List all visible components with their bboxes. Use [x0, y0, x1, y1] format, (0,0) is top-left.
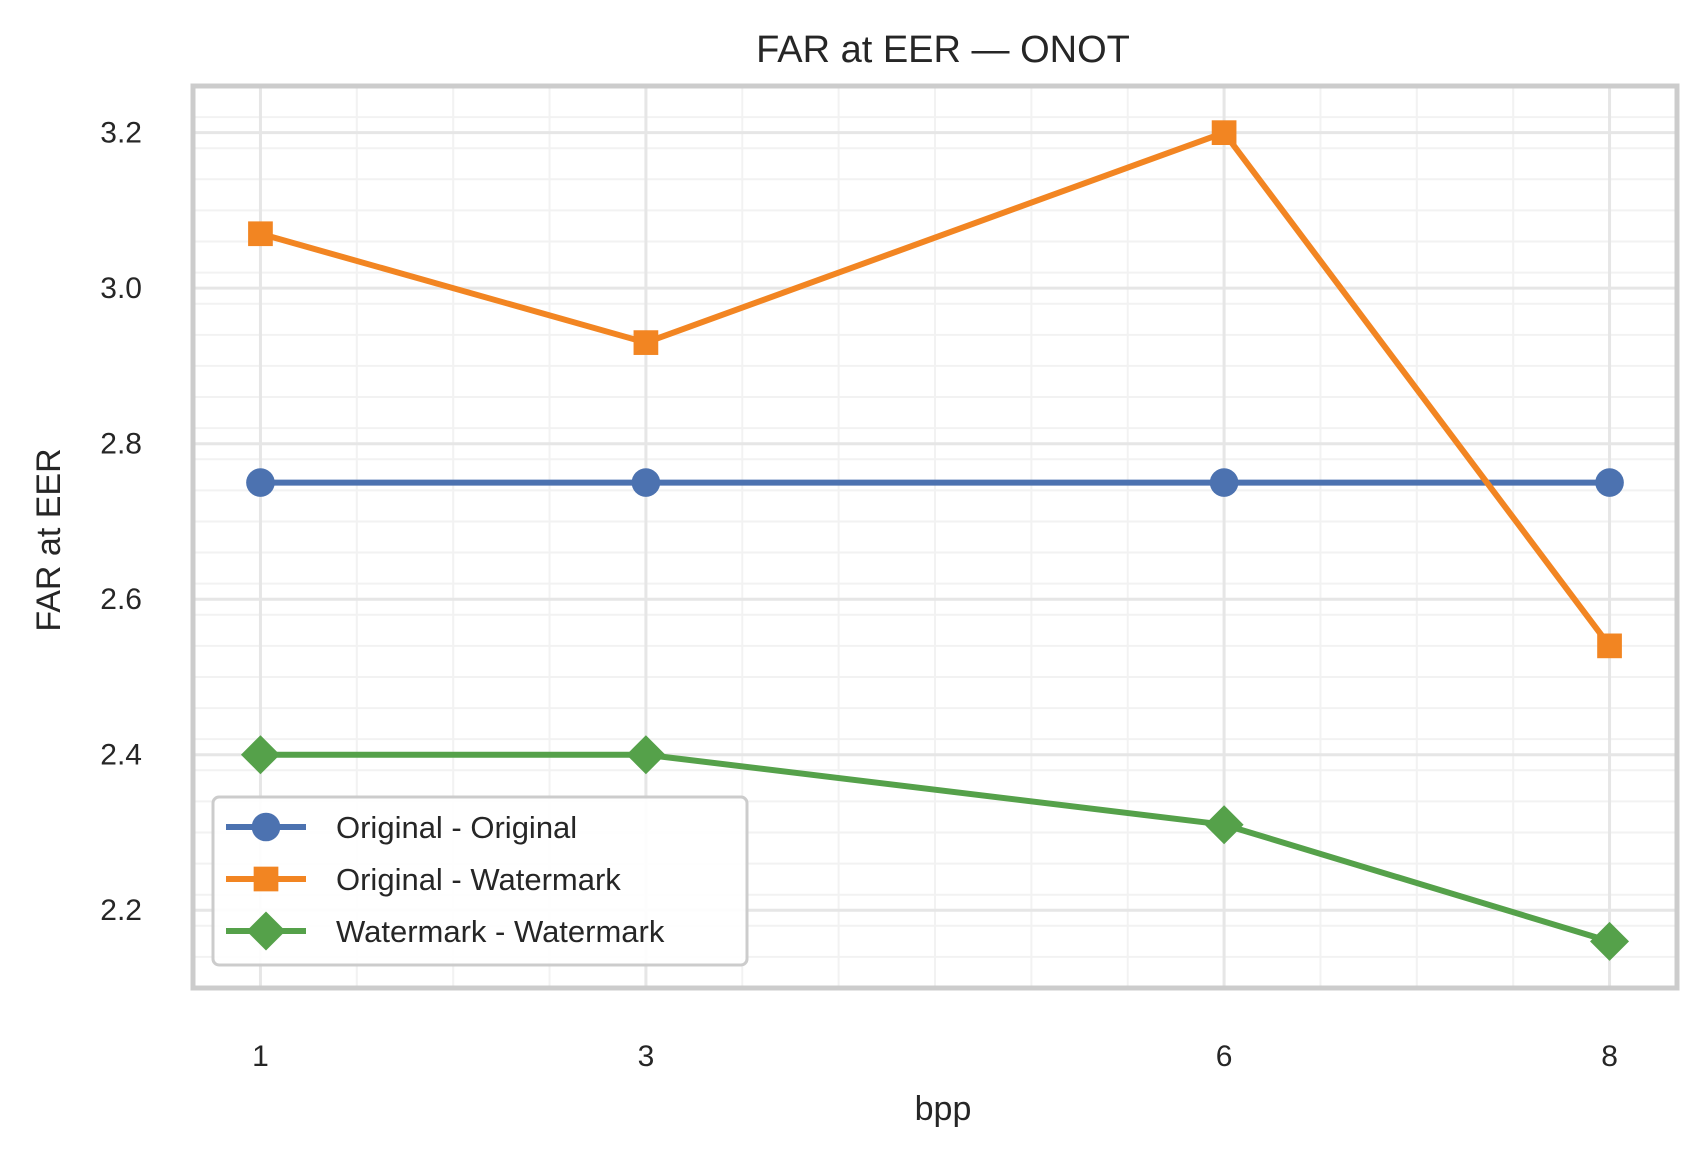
y-tick-labels: 2.2 2.4 2.6 2.8 3.0 3.2: [100, 117, 142, 928]
legend-marker: [253, 866, 279, 892]
legend-entry: Watermark - Watermark: [226, 911, 665, 951]
y-tick-label: 3.0: [100, 272, 142, 305]
y-axis-label: FAR at EER: [30, 448, 68, 631]
y-tick-label: 3.2: [100, 117, 142, 150]
data-point: [626, 735, 666, 775]
y-tick-label: 2.6: [100, 583, 142, 616]
data-point: [246, 468, 275, 497]
data-point: [240, 735, 280, 775]
legend: Original - Original Original - Watermark W…: [211, 795, 749, 967]
series-layer: [240, 120, 1630, 961]
data-point: [633, 330, 659, 355]
series-2: [248, 120, 1622, 659]
data-point: [1209, 468, 1239, 497]
series-3: [240, 735, 1630, 961]
y-tick-label: 2.8: [100, 428, 142, 461]
data-point: [1590, 921, 1630, 961]
data-point: [1211, 120, 1237, 146]
x-axis-label: bpp: [915, 1090, 972, 1128]
x-tick-label: 1: [252, 1040, 269, 1073]
legend-box: [211, 795, 749, 967]
y-tick-label: 2.2: [100, 894, 142, 927]
x-tick-labels: 1 3 6 8: [252, 1040, 1618, 1073]
x-tick-label: 8: [1601, 1040, 1618, 1073]
data-point: [1597, 633, 1622, 659]
series-1: [246, 468, 1624, 497]
legend-label: Original - Original: [336, 810, 577, 845]
plot-frame: [190, 83, 1680, 991]
data-point: [631, 468, 661, 497]
data-point: [1204, 805, 1244, 845]
legend-label: Original - Watermark: [336, 862, 621, 897]
legend-label: Watermark - Watermark: [336, 914, 665, 949]
legend-marker: [246, 911, 286, 951]
series-line: [259, 129, 1612, 648]
series-line: [260, 751, 1611, 945]
data-point: [1595, 468, 1624, 497]
legend-entry: Original - Watermark: [226, 862, 621, 897]
data-point: [248, 221, 273, 247]
legend-entry: Original - Original: [226, 810, 577, 845]
x-tick-label: 6: [1216, 1040, 1233, 1073]
y-tick-label: 2.4: [100, 739, 142, 772]
legend-marker: [251, 812, 281, 842]
chart-title: FAR at EER — ONOT: [756, 29, 1130, 71]
x-tick-label: 3: [638, 1040, 655, 1073]
